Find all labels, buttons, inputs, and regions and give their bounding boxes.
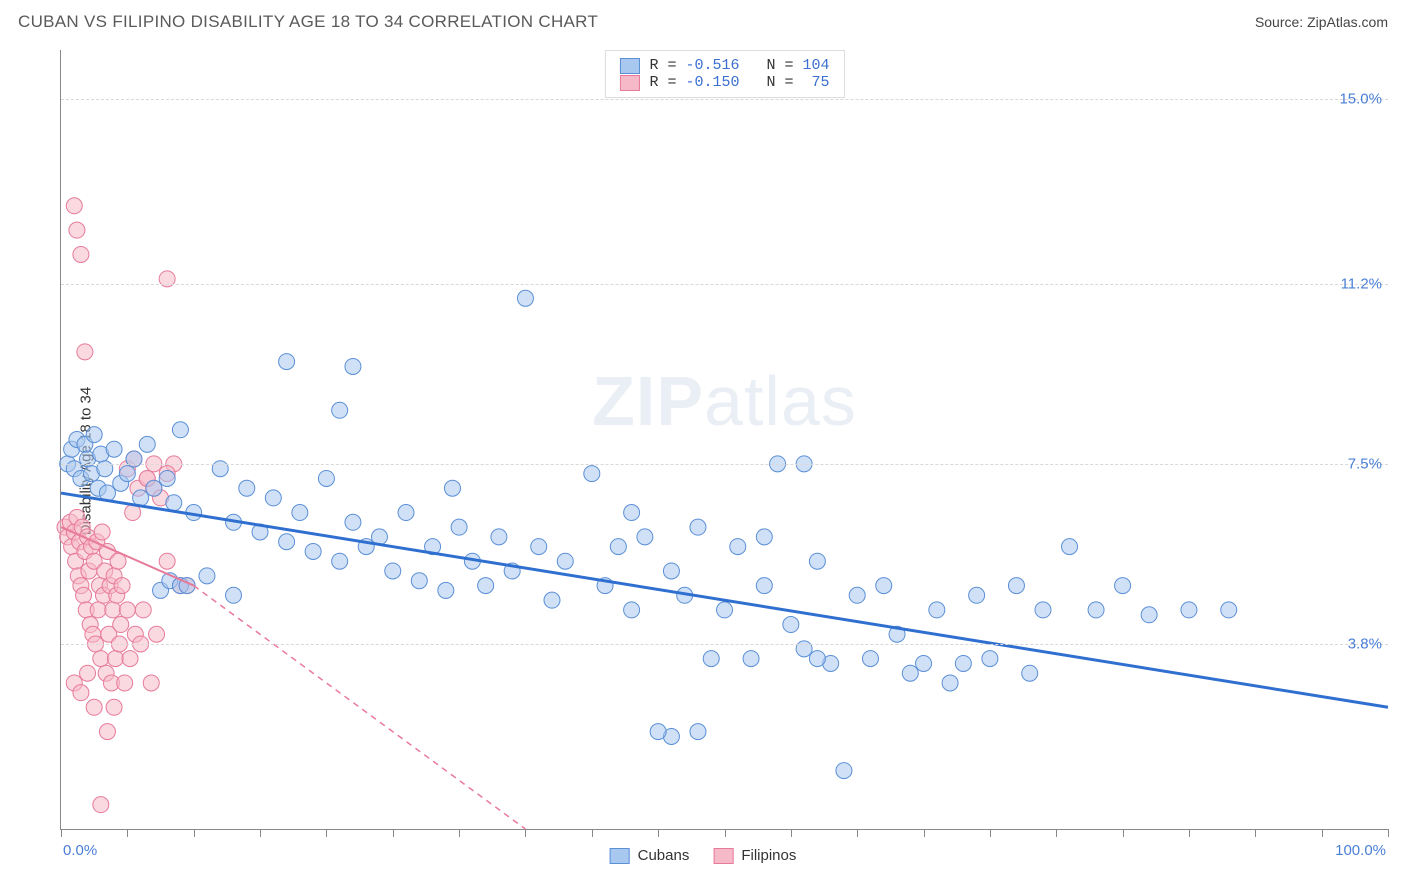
x-axis-max-label: 100.0% — [1335, 842, 1386, 859]
stats-row-filipinos: R = -0.150 N = 75 — [619, 74, 829, 91]
cubans-r-value: -0.516 — [685, 57, 739, 74]
legend-item-filipinos: Filipinos — [713, 847, 796, 864]
x-axis-min-label: 0.0% — [63, 842, 97, 859]
n-label: N = — [767, 74, 803, 91]
cubans-swatch-icon — [619, 58, 639, 74]
stats-row-cubans: R = -0.516 N = 104 — [619, 57, 829, 74]
y-tick-label: 15.0% — [1339, 90, 1382, 107]
source-attribution: Source: ZipAtlas.com — [1255, 14, 1388, 30]
chart-title: CUBAN VS FILIPINO DISABILITY AGE 18 TO 3… — [18, 12, 598, 32]
filipinos-swatch-icon — [619, 75, 639, 91]
filipinos-label: Filipinos — [741, 847, 796, 864]
source-prefix: Source: — [1255, 14, 1307, 30]
stats-legend: R = -0.516 N = 104 R = -0.150 N = 75 — [604, 50, 844, 98]
y-tick-label: 3.8% — [1348, 635, 1382, 652]
plot-area: ZIPatlas R = -0.516 N = 104 R = -0.150 N… — [60, 50, 1388, 830]
cubans-swatch-icon — [610, 848, 630, 864]
series-legend: Cubans Filipinos — [610, 847, 797, 864]
r-label: R = — [649, 74, 685, 91]
y-tick-label: 7.5% — [1348, 455, 1382, 472]
filipinos-swatch-icon — [713, 848, 733, 864]
n-label: N = — [767, 57, 803, 74]
cubans-n-value: 104 — [803, 57, 830, 74]
cubans-label: Cubans — [638, 847, 690, 864]
r-label: R = — [649, 57, 685, 74]
chart-container: Disability Age 18 to 34 ZIPatlas R = -0.… — [18, 50, 1388, 872]
y-tick-label: 11.2% — [1341, 275, 1382, 292]
source-link[interactable]: ZipAtlas.com — [1307, 14, 1388, 30]
legend-item-cubans: Cubans — [610, 847, 690, 864]
filipinos-n-value: 75 — [812, 74, 830, 91]
filipinos-r-value: -0.150 — [685, 74, 739, 91]
scatter-svg — [61, 50, 1388, 829]
